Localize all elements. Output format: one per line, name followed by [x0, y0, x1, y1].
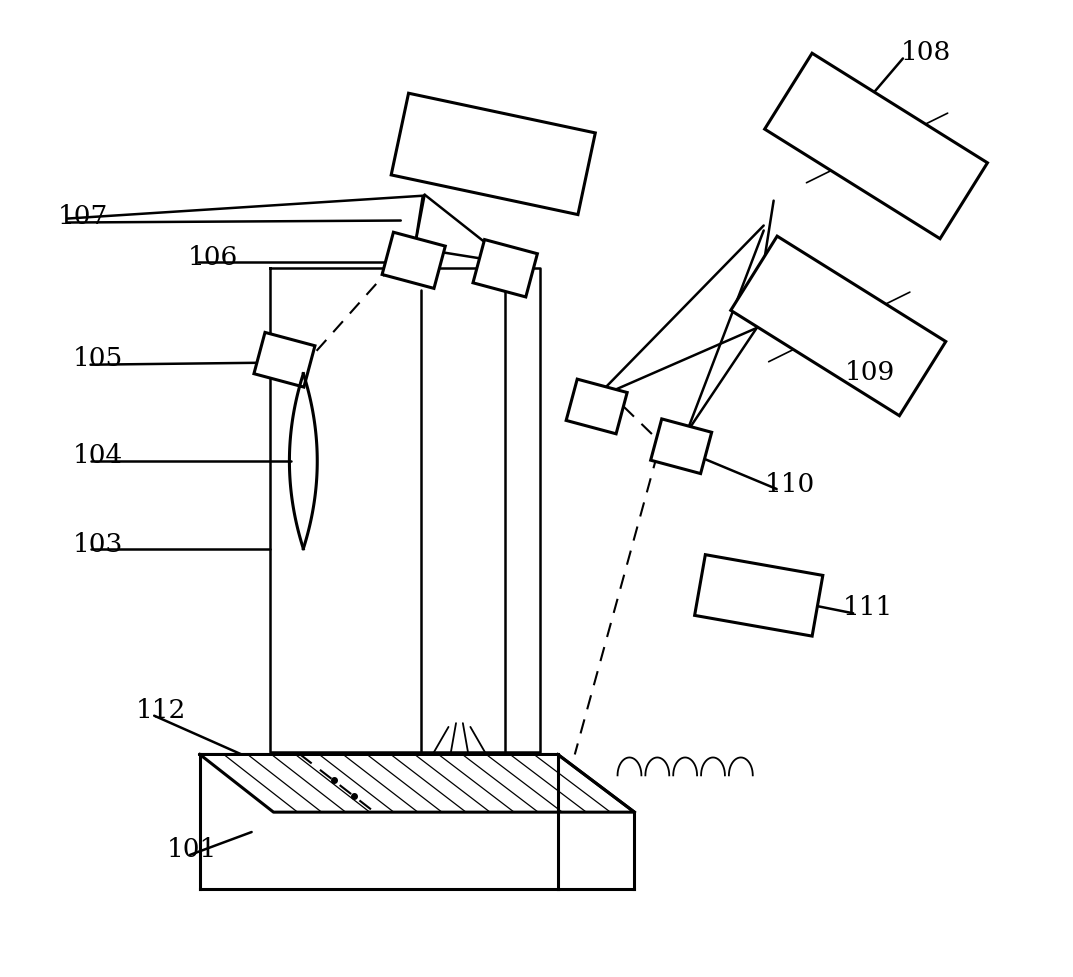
Polygon shape: [567, 380, 627, 435]
Polygon shape: [473, 240, 538, 298]
Polygon shape: [392, 94, 596, 215]
Polygon shape: [382, 233, 445, 289]
Text: 103: 103: [73, 531, 123, 557]
Text: 101: 101: [167, 836, 218, 862]
Text: 105: 105: [73, 346, 123, 371]
Text: 104: 104: [73, 443, 123, 467]
Polygon shape: [731, 236, 945, 416]
Text: 111: 111: [842, 594, 893, 619]
Text: 109: 109: [846, 360, 896, 385]
Polygon shape: [765, 54, 987, 239]
Text: 106: 106: [188, 244, 238, 270]
Text: 108: 108: [901, 40, 951, 64]
Polygon shape: [254, 333, 315, 388]
Polygon shape: [694, 555, 823, 636]
Text: 112: 112: [135, 698, 186, 723]
Text: 110: 110: [765, 471, 815, 496]
Polygon shape: [650, 419, 711, 474]
Text: 107: 107: [58, 204, 108, 229]
